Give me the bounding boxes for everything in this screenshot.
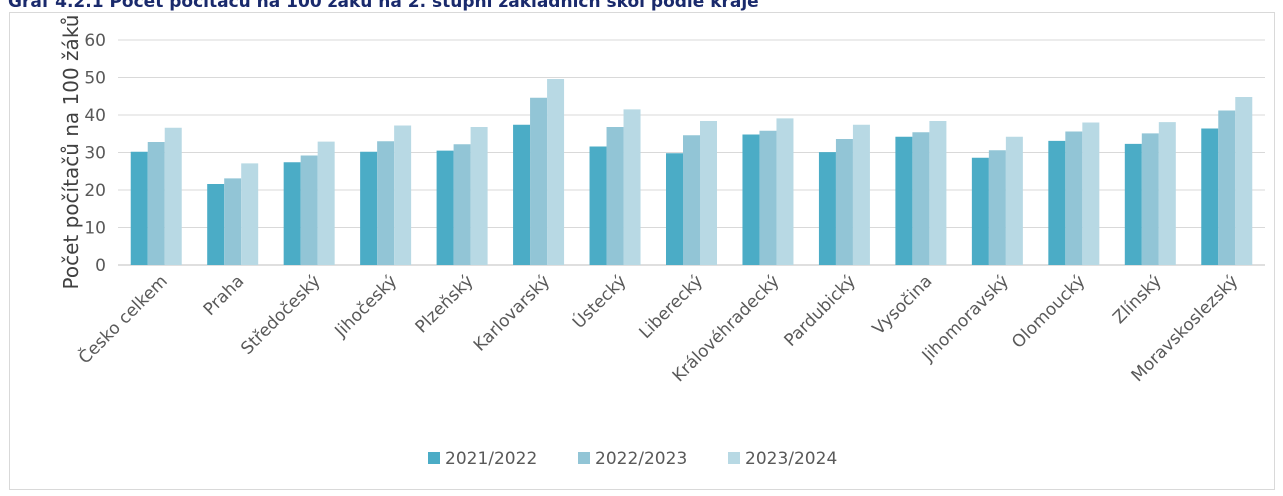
- bar: [929, 121, 947, 265]
- bar: [971, 157, 989, 265]
- y-axis-ticks: 0 10 20 30 40 50 60: [84, 31, 106, 276]
- bar: [241, 163, 259, 265]
- bar: [300, 155, 318, 265]
- legend-label: 2021/2022: [445, 449, 537, 469]
- legend: 2021/2022 2022/2023 2023/2024: [428, 449, 837, 469]
- x-tick-label: Středočeský: [237, 271, 324, 358]
- y-tick-label: 60: [84, 31, 106, 51]
- y-tick-label: 20: [84, 181, 106, 201]
- bar: [589, 146, 607, 265]
- bar: [1158, 122, 1176, 265]
- legend-label: 2022/2023: [595, 449, 687, 469]
- bar: [1005, 136, 1023, 265]
- x-tick-label: Česko celkem: [73, 270, 171, 368]
- bar: [1048, 140, 1066, 265]
- x-tick-label: Plzeňský: [412, 271, 478, 337]
- y-tick-label: 30: [84, 144, 106, 164]
- bar: [436, 150, 454, 265]
- bar: [207, 184, 225, 265]
- bar: [742, 134, 760, 265]
- bar: [623, 109, 641, 265]
- bar: [317, 141, 335, 265]
- y-tick-label: 50: [84, 69, 106, 89]
- legend-swatch: [728, 452, 740, 464]
- bar: [147, 142, 165, 265]
- bar: [470, 127, 488, 265]
- y-tick-label: 10: [84, 219, 106, 239]
- bar: [988, 150, 1006, 265]
- bars: [130, 79, 1253, 265]
- bar: [895, 136, 913, 265]
- y-tick-label: 0: [95, 256, 106, 276]
- bar: [818, 152, 836, 265]
- bar: [394, 125, 412, 265]
- x-tick-label: Zlínský: [1109, 271, 1166, 328]
- bar: [130, 151, 148, 265]
- bar: [700, 121, 717, 265]
- bar: [776, 118, 794, 265]
- y-axis-label: Počet počítačů na 100 žáků: [59, 15, 83, 290]
- bar: [453, 144, 471, 265]
- bar: [377, 141, 395, 265]
- bar: [606, 127, 624, 265]
- x-tick-label: Ústecký: [568, 270, 631, 333]
- legend-swatch: [578, 452, 590, 464]
- x-tick-label: Praha: [200, 271, 248, 319]
- bar: [1141, 133, 1159, 265]
- x-tick-label: Vysočina: [869, 271, 937, 339]
- x-tick-label: Liberecký: [635, 271, 707, 343]
- bar: [912, 132, 930, 265]
- x-tick-label: Pardubický: [781, 271, 860, 350]
- x-tick-label: Jihočeský: [331, 271, 402, 342]
- bar: [224, 178, 242, 265]
- bar: [547, 79, 565, 265]
- bar: [835, 139, 853, 265]
- x-tick-label: Karlovarský: [470, 271, 554, 355]
- chart-title: Graf 4.2.1 Počet počítačů na 100 žáků na…: [8, 0, 759, 12]
- bar: [360, 151, 378, 265]
- bar: [1235, 97, 1253, 265]
- bar: [759, 130, 777, 265]
- bar: [1065, 131, 1083, 265]
- bar: [1082, 122, 1100, 265]
- bar: [1201, 128, 1219, 265]
- bar: [283, 162, 301, 265]
- bar: [513, 124, 531, 265]
- bar: [164, 127, 182, 265]
- bar: [683, 135, 700, 265]
- y-tick-label: 40: [84, 106, 106, 126]
- legend-swatch: [428, 452, 440, 464]
- bar: [852, 124, 870, 265]
- legend-label: 2023/2024: [745, 449, 837, 469]
- x-tick-label: Olomoucký: [1008, 271, 1089, 352]
- bar: [1218, 110, 1236, 265]
- bar: [530, 97, 548, 265]
- bar: [1124, 143, 1142, 265]
- bar: [666, 153, 683, 265]
